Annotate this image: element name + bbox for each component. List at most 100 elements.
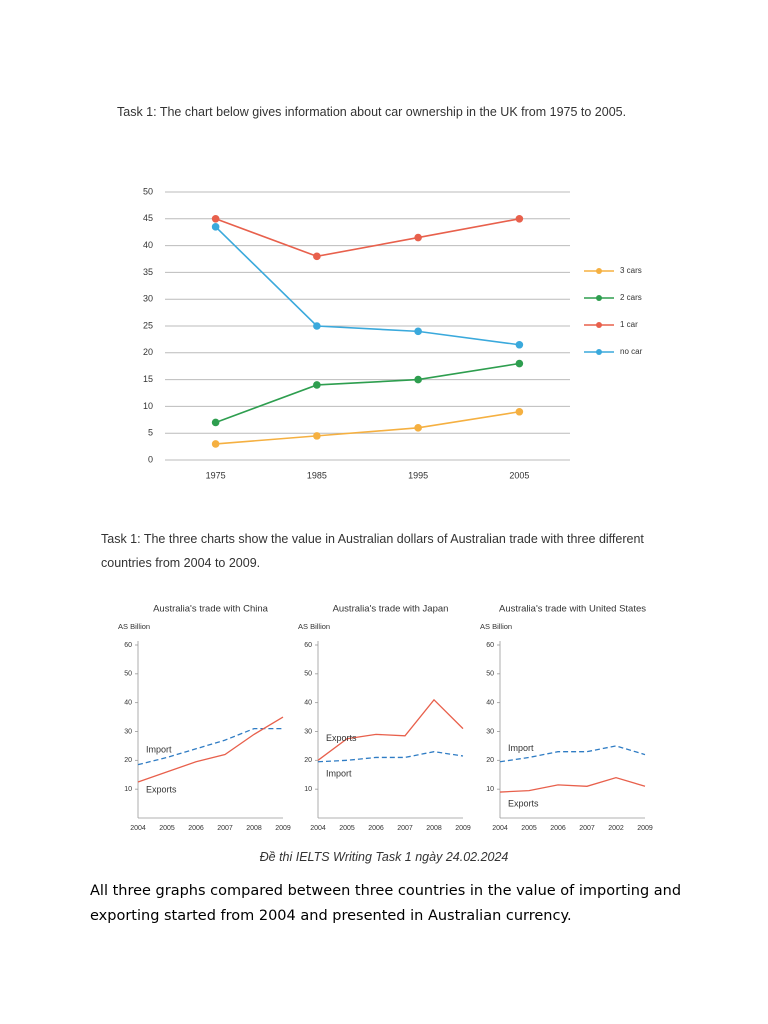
- y-tick-label: 20: [143, 347, 153, 357]
- chart-title: Australia's trade with United States: [499, 604, 646, 615]
- x-tick-label: 2008: [426, 825, 442, 832]
- y-tick-label: 30: [486, 728, 494, 735]
- y-tick-label: 50: [486, 671, 494, 678]
- data-line: [499, 776, 646, 793]
- series-label: Import: [146, 744, 172, 754]
- data-point: [211, 215, 220, 223]
- y-tick-label: 25: [143, 320, 153, 330]
- data-line: [215, 218, 520, 258]
- data-line: [215, 410, 520, 445]
- y-axis-label: AS Billion: [118, 622, 150, 631]
- legend-marker: [596, 268, 602, 274]
- y-tick-label: 60: [304, 642, 312, 649]
- x-tick-label: 2005: [521, 825, 537, 832]
- task-heading: Task 1: The chart below gives informatio…: [117, 105, 627, 119]
- caption: Đề thi IELTS Writing Task 1 ngày 24.02.2…: [259, 850, 509, 864]
- data-point: [211, 418, 220, 427]
- data-point: [414, 375, 422, 384]
- data-line: [215, 226, 520, 346]
- chart-title: Australia's trade with Japan: [333, 604, 449, 615]
- y-tick-label: 30: [304, 728, 312, 735]
- data-line: [317, 751, 464, 763]
- data-point: [414, 424, 422, 432]
- x-tick-label: 2004: [310, 825, 326, 832]
- y-tick-label: 30: [124, 728, 132, 735]
- data-point: [313, 322, 321, 330]
- x-tick-label: 2008: [246, 825, 262, 832]
- x-tick-label: 2006: [368, 825, 384, 832]
- x-tick-label: 2009: [275, 825, 291, 832]
- x-tick-label: 2002: [608, 825, 624, 832]
- data-point: [211, 440, 220, 448]
- x-tick-label: 2005: [509, 470, 529, 480]
- x-tick-label: 1975: [206, 470, 226, 480]
- data-point: [313, 381, 321, 389]
- data-line: [317, 698, 464, 761]
- legend-label: 1 car: [620, 320, 638, 329]
- x-tick-label: 1985: [307, 470, 327, 480]
- y-tick-label: 50: [304, 671, 312, 678]
- chart-title: Australia's trade with China: [153, 604, 269, 615]
- series-label: Import: [326, 768, 352, 778]
- x-tick-label: 2007: [397, 825, 413, 832]
- y-tick-label: 50: [143, 186, 153, 196]
- series-label: Exports: [146, 784, 177, 794]
- y-tick-label: 10: [124, 786, 132, 793]
- data-point: [515, 407, 524, 416]
- data-point: [211, 223, 220, 231]
- y-tick-label: 40: [143, 240, 153, 250]
- legend-label: 2 cars: [620, 293, 642, 302]
- series-label: Exports: [326, 733, 357, 743]
- legend-label: 3 cars: [620, 266, 642, 275]
- data-line: [215, 362, 520, 424]
- y-tick-label: 5: [148, 428, 153, 438]
- y-tick-label: 20: [486, 757, 494, 764]
- task-heading: Task 1: The three charts show the value …: [101, 532, 644, 570]
- y-axis-label: AS Billion: [298, 622, 330, 631]
- x-tick-label: 2007: [579, 825, 595, 832]
- x-tick-label: 2009: [455, 825, 471, 832]
- x-tick-label: 2007: [217, 825, 233, 832]
- data-line: [499, 745, 646, 763]
- data-line: [137, 727, 283, 766]
- x-tick-label: 2004: [492, 825, 508, 832]
- legend-marker: [596, 322, 602, 328]
- x-tick-label: 2005: [159, 825, 175, 832]
- y-tick-label: 10: [304, 786, 312, 793]
- data-point: [414, 327, 422, 336]
- y-tick-label: 10: [486, 786, 494, 793]
- x-tick-label: 2006: [188, 825, 204, 832]
- data-point: [313, 432, 321, 440]
- y-tick-label: 40: [124, 700, 132, 707]
- data-point: [313, 252, 321, 261]
- legend-label: no car: [620, 347, 643, 356]
- x-tick-label: 2006: [550, 825, 566, 832]
- y-tick-label: 50: [124, 671, 132, 678]
- data-point: [414, 233, 422, 242]
- data-point: [515, 215, 524, 223]
- y-tick-label: 40: [486, 700, 494, 707]
- y-tick-label: 45: [143, 213, 153, 223]
- y-tick-label: 15: [143, 374, 153, 384]
- y-tick-label: 20: [304, 757, 312, 764]
- series-label: Import: [508, 743, 534, 753]
- data-point: [515, 340, 524, 349]
- legend-marker: [596, 295, 602, 301]
- data-line: [137, 716, 284, 783]
- y-tick-label: 30: [143, 294, 153, 304]
- y-tick-label: 10: [143, 401, 153, 411]
- data-point: [515, 359, 524, 368]
- y-tick-label: 35: [143, 267, 153, 277]
- series-label: Exports: [508, 799, 539, 809]
- paragraph: All three graphs compared between three …: [90, 883, 682, 924]
- y-tick-label: 60: [486, 642, 494, 649]
- x-tick-label: 2004: [130, 825, 146, 832]
- y-tick-label: 40: [304, 700, 312, 707]
- legend-marker: [596, 349, 602, 355]
- y-tick-label: 0: [148, 454, 153, 464]
- x-tick-label: 2009: [637, 825, 653, 832]
- y-tick-label: 20: [124, 757, 132, 764]
- y-axis-label: AS Billion: [480, 622, 512, 631]
